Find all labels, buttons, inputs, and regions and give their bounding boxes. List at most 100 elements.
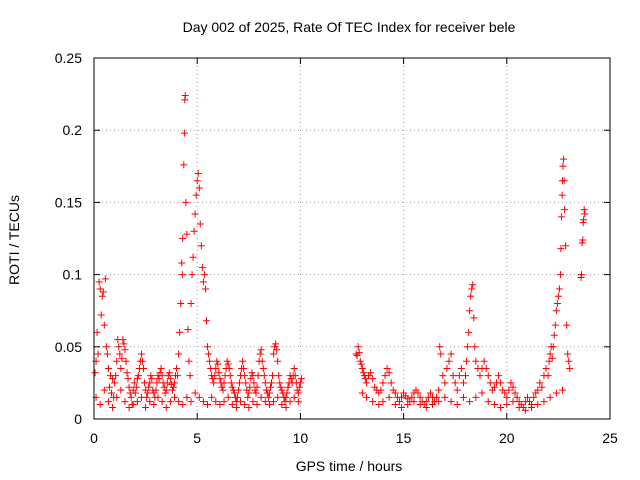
data-point (96, 285, 104, 293)
data-point (253, 383, 261, 391)
data-point (139, 357, 147, 365)
data-point (102, 343, 110, 351)
data-point (358, 364, 366, 372)
data-point (528, 403, 536, 411)
data-point (232, 403, 240, 411)
data-point (210, 379, 218, 387)
data-point (224, 360, 232, 368)
data-point (579, 236, 587, 244)
data-point (183, 230, 191, 238)
y-tick-label: 0.25 (55, 50, 82, 66)
y-tick-label: 0.15 (55, 194, 82, 210)
data-point (237, 398, 245, 406)
data-point (369, 398, 377, 406)
data-point (258, 357, 266, 365)
data-point (282, 393, 290, 401)
data-point (433, 393, 441, 401)
data-point (295, 383, 303, 391)
data-point (286, 398, 294, 406)
data-point (505, 386, 513, 394)
data-point (270, 350, 278, 358)
data-point (515, 403, 523, 411)
data-point (226, 372, 234, 380)
data-point (192, 191, 200, 199)
data-point (91, 369, 99, 377)
data-point (245, 389, 253, 397)
data-points (91, 92, 589, 414)
data-point (195, 184, 203, 192)
data-point (206, 357, 214, 365)
data-point (408, 393, 416, 401)
data-point (121, 346, 129, 354)
data-point (564, 350, 572, 358)
data-point (123, 369, 131, 377)
data-point (241, 401, 249, 409)
data-point (261, 379, 269, 387)
data-point (132, 383, 140, 391)
data-point (246, 383, 254, 391)
data-point (103, 350, 111, 358)
data-point (540, 398, 548, 406)
data-point (464, 343, 472, 351)
data-point (509, 398, 517, 406)
axis-ticks: 0 5 10 15 20 25 0 0.05 0.1 0.15 0.2 0.25 (55, 50, 618, 446)
data-point (383, 364, 391, 372)
data-point (416, 393, 424, 401)
data-point (157, 364, 165, 372)
data-point (447, 350, 455, 358)
data-point (191, 210, 199, 218)
data-point (188, 271, 196, 279)
data-point (127, 393, 135, 401)
data-point (503, 401, 511, 409)
data-point (175, 350, 183, 358)
data-point (262, 386, 270, 394)
data-point (233, 393, 241, 401)
data-point (565, 357, 573, 365)
data-point (538, 383, 546, 391)
data-point (472, 357, 480, 365)
data-point (134, 372, 142, 380)
data-point (441, 393, 449, 401)
data-point (274, 357, 282, 365)
data-point (553, 299, 561, 307)
data-point (566, 364, 574, 372)
data-point (120, 340, 128, 348)
data-point (272, 340, 280, 348)
data-point (216, 375, 224, 383)
data-point (187, 398, 195, 406)
data-point (274, 393, 282, 401)
data-point (220, 398, 228, 406)
data-point (121, 398, 129, 406)
data-point (184, 325, 192, 333)
data-point (264, 393, 272, 401)
data-point (428, 401, 436, 409)
data-point (546, 393, 554, 401)
data-point (290, 393, 298, 401)
data-point (379, 379, 387, 387)
data-point (117, 386, 125, 394)
data-point (100, 321, 108, 329)
data-point (224, 393, 232, 401)
data-point (265, 389, 273, 397)
data-point (202, 317, 210, 325)
data-point (559, 386, 567, 394)
data-point (190, 227, 198, 235)
data-point (580, 206, 588, 214)
data-point (558, 191, 566, 199)
data-point (548, 354, 556, 362)
data-point (443, 364, 451, 372)
data-point (549, 343, 557, 351)
data-point (101, 275, 109, 283)
data-point (223, 357, 231, 365)
data-point (180, 129, 188, 137)
data-point (155, 375, 163, 383)
data-point (186, 372, 194, 380)
data-point (436, 343, 444, 351)
data-point (254, 372, 262, 380)
x-axis-label: GPS time / hours (296, 458, 403, 474)
data-point (163, 379, 171, 387)
data-point (375, 401, 383, 409)
data-point (495, 372, 503, 380)
data-point (472, 393, 480, 401)
